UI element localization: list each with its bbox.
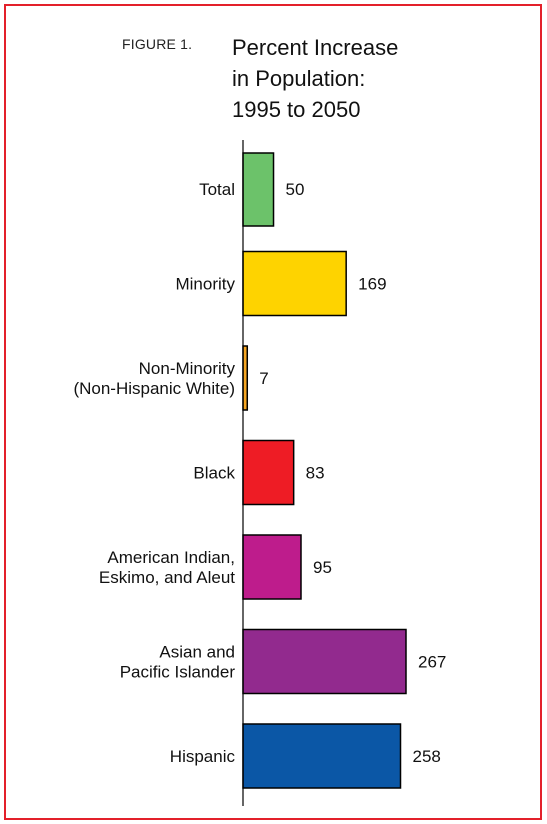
figure-label: FIGURE 1. [122, 36, 193, 52]
value-label-3: 83 [306, 464, 325, 483]
title-line-3: 1995 to 2050 [232, 97, 361, 122]
value-label-4: 95 [313, 558, 332, 577]
category-label-5-0: Asian and [159, 643, 235, 662]
bar-2 [242, 345, 249, 411]
category-label-5-1: Pacific Islander [120, 663, 236, 682]
bar-3 [242, 439, 295, 506]
chart-title: Percent Increase in Population: 1995 to … [232, 32, 452, 125]
category-label-3-0: Black [193, 464, 235, 483]
bar-4 [242, 534, 302, 600]
bar-1 [242, 250, 347, 317]
bar-0 [242, 152, 275, 227]
category-label-1-0: Minority [175, 275, 235, 294]
category-label-4-0: American Indian, [107, 548, 235, 567]
value-label-0: 50 [286, 180, 305, 199]
value-label-1: 169 [358, 275, 386, 294]
value-label-6: 258 [413, 747, 441, 766]
category-label-6-0: Hispanic [170, 747, 236, 766]
category-label-2-1: (Non-Hispanic White) [73, 379, 235, 398]
bar-5 [242, 628, 407, 695]
value-label-2: 7 [259, 369, 268, 388]
category-label-2-0: Non-Minority [139, 359, 236, 378]
bar-6 [242, 723, 402, 789]
category-label-0-0: Total [199, 180, 235, 199]
category-label-4-1: Eskimo, and Aleut [99, 568, 235, 587]
value-label-5: 267 [418, 653, 446, 672]
title-line-1: Percent Increase [232, 35, 399, 60]
title-line-2: in Population: [232, 66, 366, 91]
